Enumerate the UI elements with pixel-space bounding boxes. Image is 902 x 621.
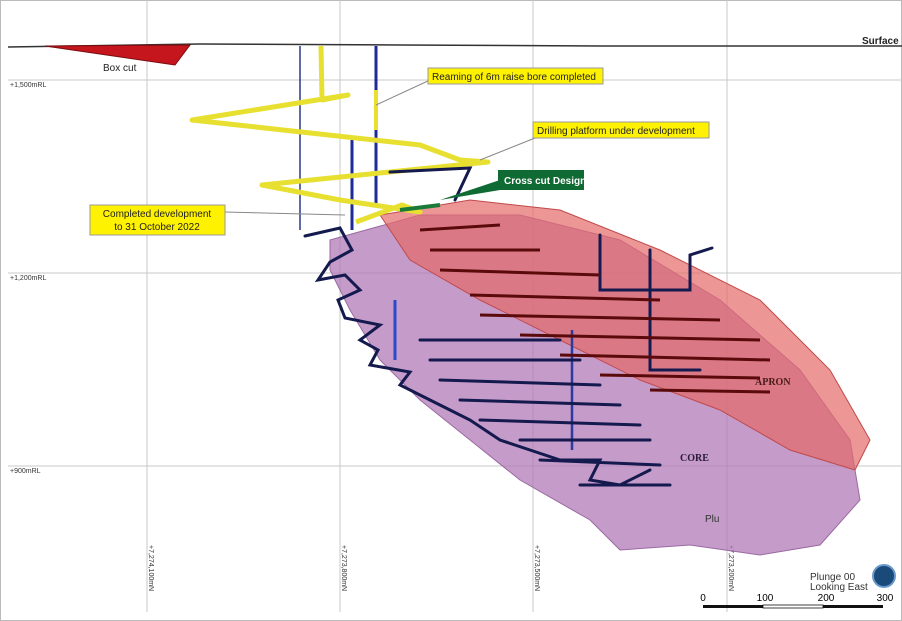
callout-box [427,67,604,85]
decline [189,45,491,225]
scale-tick: 200 [818,593,835,604]
callout-box [498,170,584,190]
box-cut [44,44,192,66]
callout-completed: to 31 October 2022 [114,222,200,233]
northing-label: +7,273,800mN [340,545,347,591]
scale-bar [823,605,883,608]
plunge-label: Plunge 00 [810,572,855,583]
core-label: CORE [680,453,709,464]
drives [303,166,771,487]
callout-pointer [440,180,500,200]
scale-bar [703,605,763,608]
box-cut-label: Box cut [103,63,137,74]
callout-box [89,204,226,236]
surface-label: Surface [862,36,899,47]
scale-tick: 0 [700,593,706,604]
view-icon [872,564,896,588]
scale-tick: 100 [757,593,774,604]
scale-bar [762,604,824,609]
elevation-label: +1,200mRL [10,275,46,282]
cross-cut [399,203,441,212]
callout-reaming: Reaming of 6m raise bore completed [432,72,596,83]
leader [479,137,536,161]
callout-box [532,121,710,139]
callout-drilling: Drilling platform under development [537,126,695,137]
northing-label: +7,273,500mN [533,545,540,591]
elevation-label: +1,500mRL [10,82,46,89]
elevation-label: +900mRL [10,468,41,475]
leader [375,79,431,106]
apron-zone [379,199,871,471]
leader [224,211,346,216]
looking-label: Looking East [810,582,868,593]
scale-tick: 300 [877,593,894,604]
northing-label: +7,273,200mN [727,545,734,591]
partial-label: Plu [705,514,719,525]
callout-completed: Completed development [103,209,212,220]
northing-label: +7,274,100mN [147,545,154,591]
callout-cross-cut: Cross cut Design [504,176,586,187]
apron-label: APRON [755,377,791,388]
